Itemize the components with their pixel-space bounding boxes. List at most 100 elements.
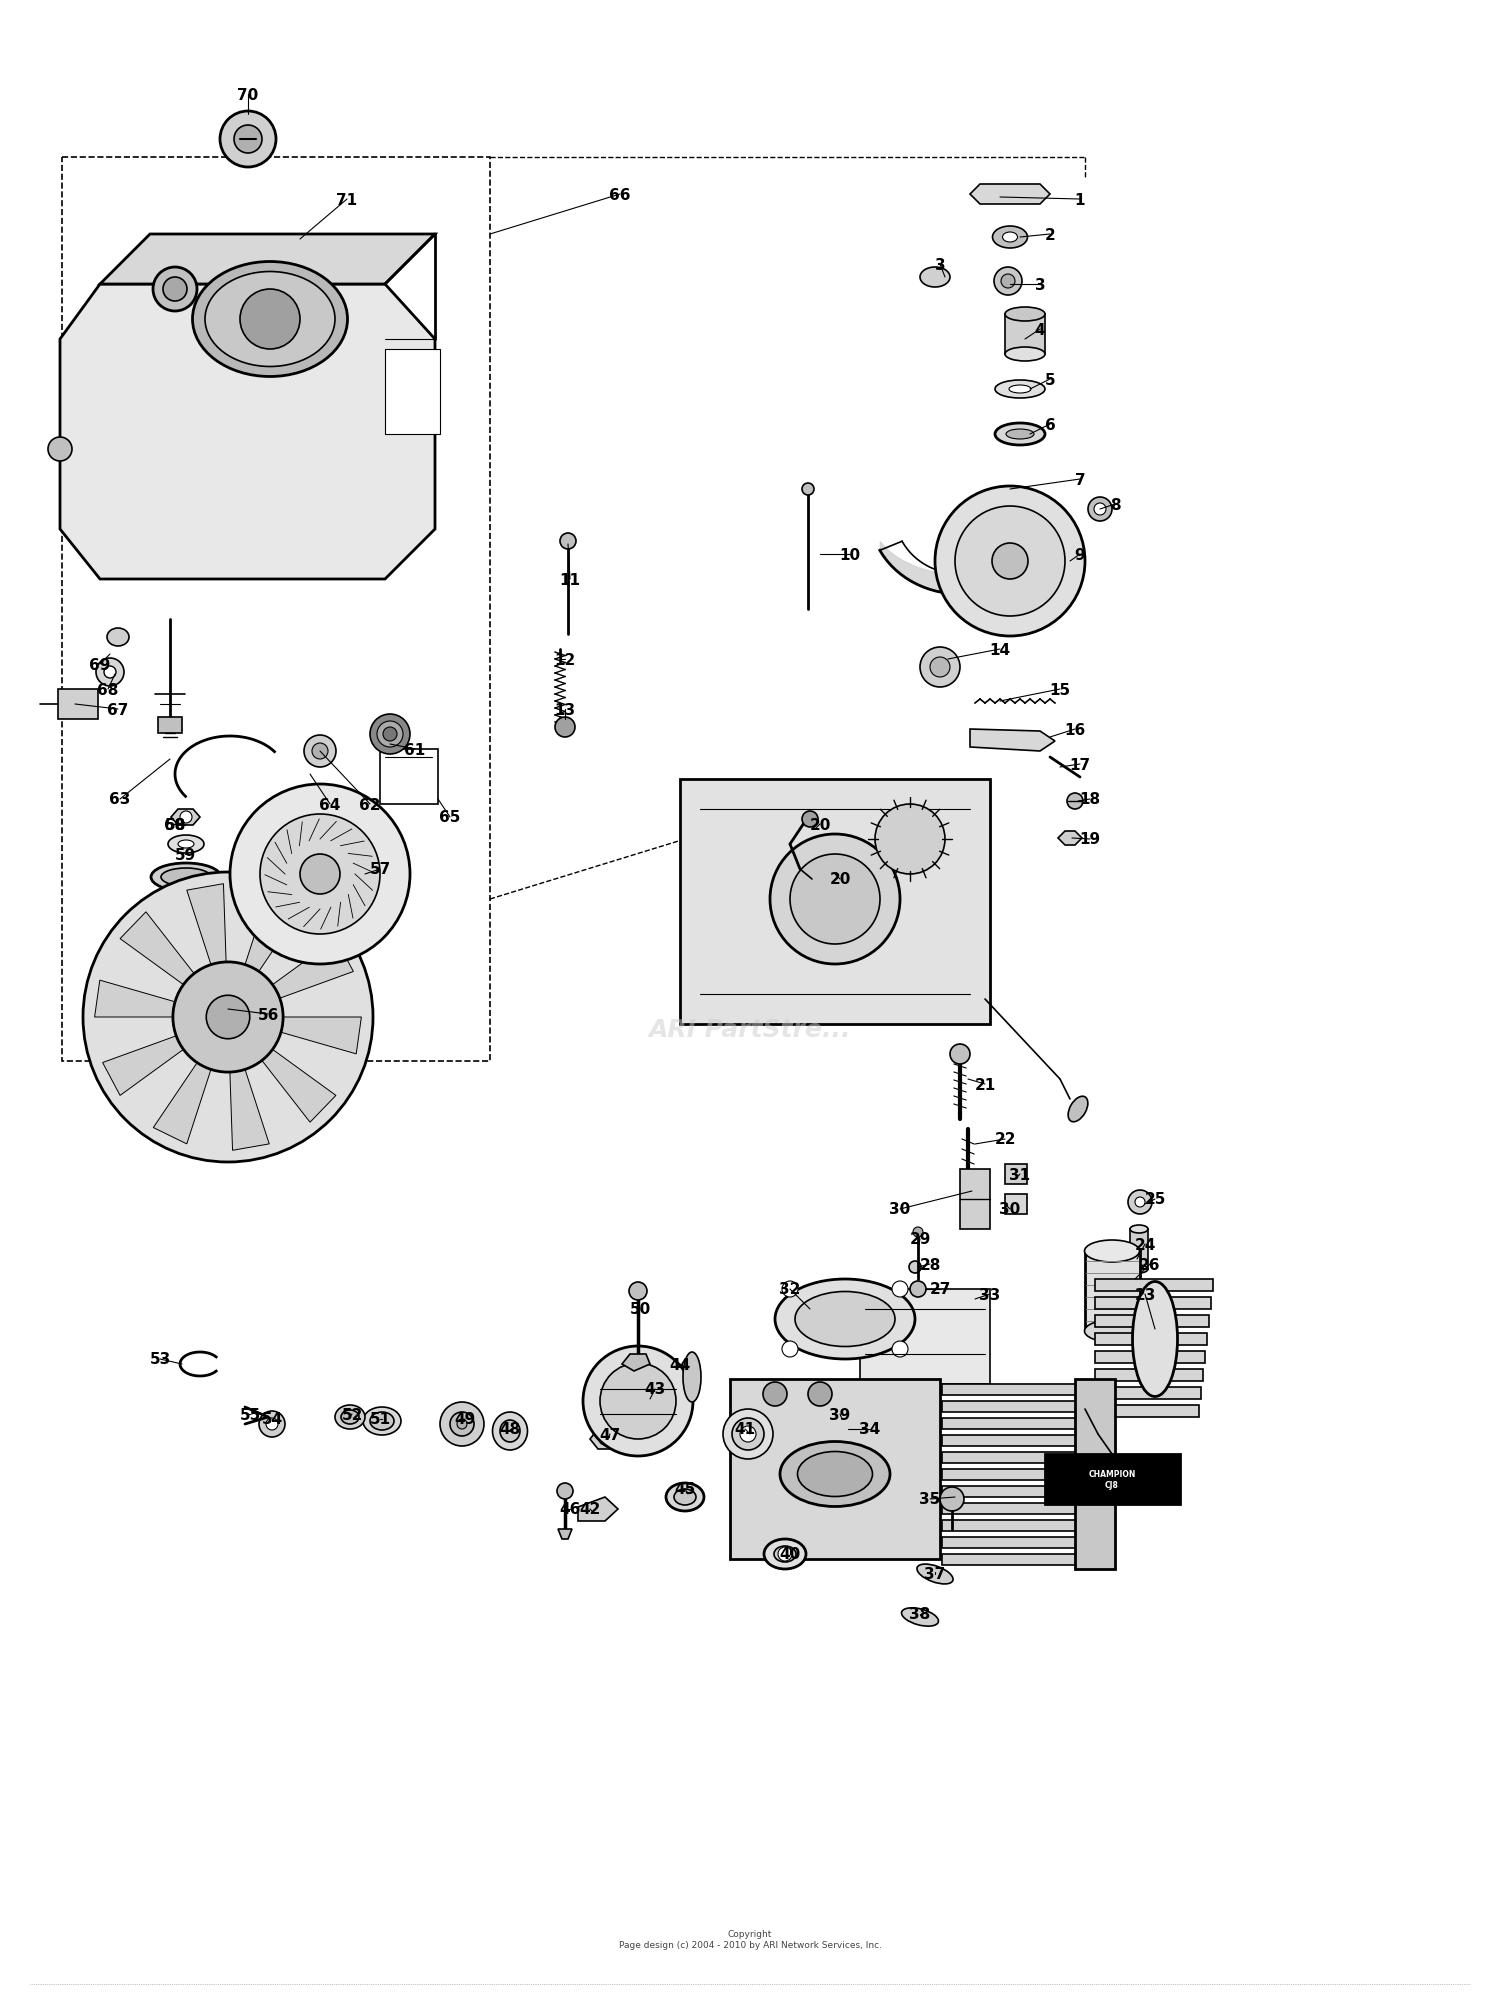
Ellipse shape [1010, 387, 1031, 395]
Bar [386, 350, 439, 435]
Ellipse shape [1002, 234, 1017, 244]
Text: 23: 23 [1134, 1287, 1155, 1301]
Text: 43: 43 [645, 1382, 666, 1398]
Text: ARI PartStre...: ARI PartStre... [650, 1017, 852, 1041]
Bar [942, 1436, 1077, 1446]
Ellipse shape [993, 228, 1028, 250]
Bar [1076, 1380, 1114, 1569]
Circle shape [458, 1420, 466, 1430]
Text: 28: 28 [920, 1257, 940, 1273]
Text: 56: 56 [258, 1007, 279, 1021]
Bar [1005, 1164, 1028, 1184]
Polygon shape [273, 939, 354, 999]
Text: 14: 14 [990, 642, 1011, 657]
Text: 9: 9 [1074, 548, 1086, 562]
Bar [942, 1555, 1077, 1565]
Circle shape [312, 743, 328, 759]
Circle shape [153, 268, 197, 312]
Ellipse shape [500, 1420, 520, 1442]
Circle shape [48, 437, 72, 461]
Circle shape [992, 544, 1028, 580]
Text: 58: 58 [165, 818, 186, 832]
Polygon shape [102, 1037, 183, 1096]
Text: 69: 69 [90, 657, 111, 673]
Ellipse shape [168, 836, 204, 854]
Text: 2: 2 [1044, 228, 1056, 242]
Ellipse shape [106, 628, 129, 646]
Ellipse shape [1136, 1198, 1144, 1208]
Ellipse shape [1005, 348, 1046, 363]
Text: 22: 22 [994, 1132, 1016, 1146]
Circle shape [628, 1283, 646, 1301]
Text: 66: 66 [609, 187, 631, 201]
Ellipse shape [768, 1382, 912, 1466]
Circle shape [782, 1341, 798, 1357]
Text: 61: 61 [405, 741, 426, 757]
Text: 53: 53 [150, 1351, 171, 1368]
Text: 18: 18 [1080, 792, 1101, 808]
Bar [1130, 1229, 1148, 1269]
Circle shape [440, 1402, 485, 1446]
Text: 57: 57 [369, 862, 390, 876]
Polygon shape [590, 1430, 620, 1450]
Ellipse shape [1007, 429, 1034, 439]
Ellipse shape [795, 1291, 895, 1347]
Polygon shape [100, 236, 435, 284]
Bar [1095, 1333, 1208, 1345]
Text: 20: 20 [830, 872, 850, 886]
Circle shape [892, 1341, 908, 1357]
Bar [942, 1418, 1077, 1430]
Text: 1: 1 [1074, 193, 1084, 207]
Circle shape [956, 508, 1065, 616]
Circle shape [304, 735, 336, 767]
Bar [1005, 1194, 1028, 1214]
Circle shape [920, 649, 960, 687]
Ellipse shape [1130, 1265, 1148, 1273]
Ellipse shape [674, 1488, 696, 1504]
Text: 29: 29 [909, 1233, 930, 1247]
Circle shape [104, 667, 116, 679]
Circle shape [598, 1434, 610, 1446]
Bar [1005, 314, 1046, 354]
Text: 30: 30 [999, 1202, 1020, 1216]
Circle shape [240, 290, 300, 350]
Text: 27: 27 [930, 1281, 951, 1297]
Text: 45: 45 [675, 1482, 696, 1496]
Text: 62: 62 [360, 798, 381, 812]
Text: 17: 17 [1070, 757, 1090, 771]
Circle shape [600, 1363, 676, 1440]
Bar [380, 749, 438, 806]
Ellipse shape [1128, 1190, 1152, 1214]
Ellipse shape [1084, 1241, 1140, 1263]
Text: 51: 51 [369, 1412, 390, 1426]
Bar [680, 779, 990, 1025]
Ellipse shape [334, 1406, 364, 1430]
Text: 60: 60 [165, 818, 186, 832]
Ellipse shape [994, 423, 1045, 445]
Bar [58, 689, 98, 719]
Circle shape [266, 1418, 278, 1430]
Text: 70: 70 [237, 87, 258, 103]
Text: 37: 37 [924, 1567, 945, 1581]
Ellipse shape [178, 840, 194, 848]
Text: 48: 48 [500, 1422, 520, 1436]
Polygon shape [171, 810, 200, 826]
Text: 47: 47 [600, 1426, 621, 1442]
Text: 50: 50 [630, 1301, 651, 1317]
Circle shape [556, 1482, 573, 1498]
Circle shape [909, 1261, 921, 1273]
Circle shape [802, 483, 814, 495]
Circle shape [950, 1045, 970, 1065]
Text: 34: 34 [859, 1422, 880, 1436]
Bar [1046, 1454, 1180, 1504]
Circle shape [260, 814, 380, 934]
Bar [1095, 1279, 1214, 1291]
Ellipse shape [780, 1442, 889, 1506]
Ellipse shape [798, 1452, 873, 1496]
Ellipse shape [340, 1410, 358, 1424]
Circle shape [164, 278, 188, 302]
Ellipse shape [1130, 1225, 1148, 1233]
Circle shape [808, 1382, 832, 1406]
Ellipse shape [1084, 1321, 1140, 1343]
Circle shape [172, 963, 284, 1073]
